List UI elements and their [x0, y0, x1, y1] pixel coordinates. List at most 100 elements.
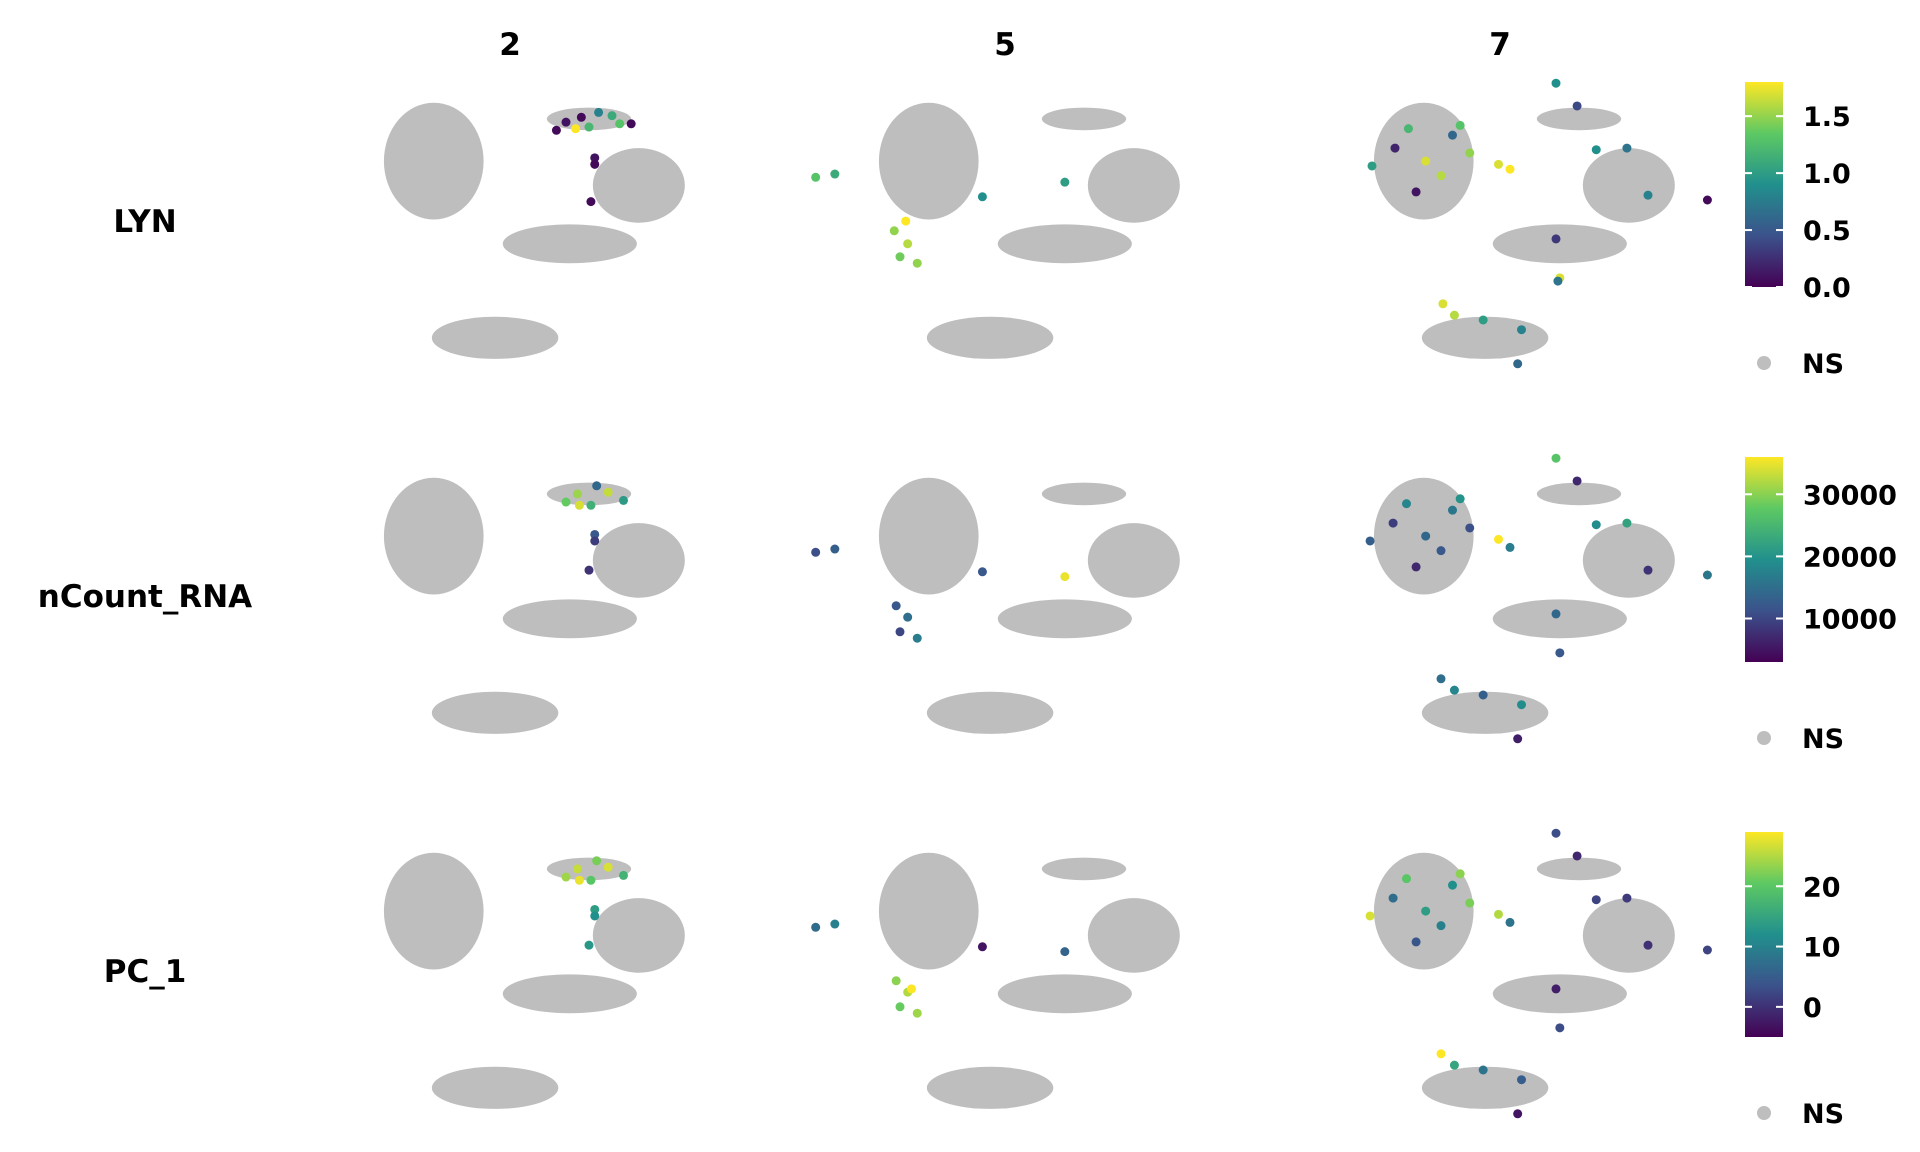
cell-point [1553, 276, 1563, 286]
background-left-cluster [383, 852, 484, 970]
cell-point [1421, 156, 1431, 166]
background-bottom-ring-cluster [926, 1066, 1054, 1109]
cell-point [603, 862, 613, 872]
cell-point [1513, 1109, 1523, 1119]
cell-point [1448, 880, 1457, 890]
cell-point [1702, 570, 1712, 580]
cell-point [584, 940, 594, 950]
background-right-main-cluster [592, 148, 685, 223]
cell-point [1449, 685, 1459, 695]
background-right-main-cluster [1582, 523, 1675, 598]
cell-point [1388, 518, 1398, 528]
colorbar-LYN [1745, 82, 1783, 287]
cell-point [1551, 609, 1561, 619]
cell-point [901, 216, 911, 226]
cell-point [561, 497, 571, 507]
panel-PC_1-7 [1365, 828, 1712, 1119]
cell-point [590, 911, 600, 921]
cell-point [1436, 171, 1446, 181]
background-right-tail-cluster [997, 224, 1132, 264]
cell-point [1060, 177, 1070, 187]
background-right-top-cluster [1536, 107, 1622, 131]
background-right-tail-cluster [502, 974, 637, 1014]
cell-point [1448, 130, 1457, 140]
cell-point [1455, 494, 1465, 504]
background-bottom-ring-cluster [431, 691, 559, 734]
cell-point [1505, 917, 1515, 927]
background-right-main-cluster [1087, 523, 1180, 598]
cell-point [1365, 536, 1375, 546]
background-right-top-cluster [1536, 857, 1622, 881]
background-bottom-ring-cluster [1421, 1066, 1549, 1109]
cell-point [1551, 828, 1561, 838]
cell-point [1494, 534, 1503, 544]
cell-point [1622, 893, 1632, 903]
panel-LYN-5 [811, 102, 1180, 359]
cell-point [1390, 143, 1400, 153]
cell-point [811, 172, 821, 182]
cell-point [1572, 476, 1582, 486]
background-bottom-ring-cluster [926, 691, 1054, 734]
cell-point [1436, 546, 1446, 556]
cell-point [907, 984, 916, 994]
cell-point [1402, 874, 1411, 884]
background-right-tail-cluster [997, 599, 1132, 639]
cell-point [1060, 572, 1070, 582]
cell-point [895, 627, 905, 637]
cell-point [584, 565, 594, 575]
cell-point [590, 159, 600, 169]
background-right-main-cluster [1582, 148, 1675, 223]
colorbar-tick-label: 1.5 [1803, 102, 1851, 133]
cell-point [1643, 190, 1653, 200]
cell-point [1513, 734, 1523, 744]
background-right-top-cluster [1041, 482, 1127, 506]
cell-point [1517, 700, 1526, 710]
row-label-LYN: LYN [113, 204, 176, 240]
cell-point [811, 547, 821, 557]
cell-point [1494, 159, 1503, 169]
background-right-main-cluster [592, 898, 685, 973]
colorbar-tick-label: 20 [1803, 872, 1841, 903]
cell-point [895, 252, 905, 262]
colorbar-nCount_RNA [1745, 457, 1783, 662]
cell-point [1478, 690, 1488, 700]
cell-point [1402, 499, 1411, 509]
cell-point [1505, 164, 1515, 174]
panel-nCount_RNA-5 [811, 477, 1180, 734]
background-right-top-cluster [1536, 482, 1622, 506]
panel-LYN-2 [383, 102, 685, 359]
cell-point [1436, 1049, 1446, 1059]
cell-point [615, 119, 625, 129]
cell-point [977, 942, 987, 952]
colorbar-tick-label: 0 [1803, 993, 1822, 1024]
cell-point [1388, 893, 1398, 903]
colorbar-tick-label: 1.0 [1803, 159, 1851, 190]
background-left-cluster [878, 477, 979, 595]
cell-point [1643, 565, 1653, 575]
background-left-cluster [383, 102, 484, 220]
cell-point [1622, 518, 1632, 528]
cell-point [1494, 909, 1503, 919]
column-header-7: 7 [1489, 27, 1511, 63]
colorbar-tick-label: 0.0 [1803, 273, 1851, 304]
cell-point [1702, 945, 1712, 955]
cell-point [1702, 195, 1712, 205]
cell-point [619, 495, 628, 505]
cell-point [1411, 187, 1421, 197]
cell-point [830, 544, 840, 554]
cell-point [1551, 453, 1561, 463]
background-right-tail-cluster [1492, 974, 1627, 1014]
cell-point [576, 112, 586, 122]
cell-point [889, 226, 899, 236]
cell-point [1436, 674, 1446, 684]
background-right-top-cluster [1041, 857, 1127, 881]
background-right-tail-cluster [1492, 224, 1627, 264]
cell-point [912, 258, 922, 268]
cell-point [912, 1008, 922, 1018]
cell-point [1513, 359, 1523, 369]
cell-point [830, 169, 840, 179]
cell-point [912, 633, 922, 643]
cell-point [1455, 869, 1465, 879]
row-label-PC_1: PC_1 [104, 954, 187, 990]
